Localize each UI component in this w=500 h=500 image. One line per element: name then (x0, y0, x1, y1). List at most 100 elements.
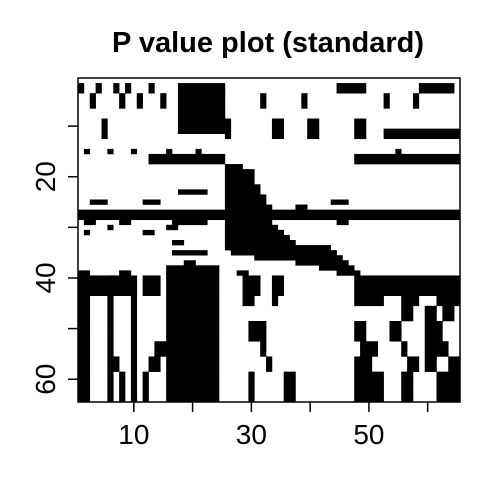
significant-cell-run (224, 229, 284, 236)
significance-cells (78, 83, 461, 403)
significant-cell-run (95, 83, 102, 89)
significant-cell-run (354, 123, 367, 129)
significant-cell-run (130, 280, 138, 286)
significant-cell-run (266, 356, 273, 362)
significant-cell-run (354, 391, 384, 398)
significant-cell-run (354, 376, 384, 383)
significant-cell-run (83, 295, 91, 302)
significant-cell-run (166, 326, 220, 332)
significant-cell-run (78, 361, 85, 367)
significant-cell-run (125, 88, 132, 94)
significant-cell-run (354, 300, 384, 307)
significant-cell-run (354, 290, 461, 296)
significant-cell-run (260, 351, 267, 357)
significant-cell-run (113, 83, 120, 89)
significant-cell-run (142, 371, 149, 377)
significant-cell-run (401, 346, 408, 352)
significant-cell-run (224, 245, 331, 251)
significant-cell-run (224, 184, 261, 190)
significant-cell-run (166, 381, 220, 388)
significant-cell-run (336, 83, 367, 89)
significant-cell-run (166, 275, 220, 281)
significant-cell-run (166, 341, 220, 347)
significant-cell-run (254, 255, 343, 261)
significant-cell-run (166, 305, 220, 312)
significant-cell-run (78, 280, 85, 286)
significant-cell-run (354, 356, 373, 362)
significant-cell-run (119, 98, 126, 104)
significant-cell-run (107, 361, 114, 367)
significant-cell-run (166, 310, 220, 317)
significant-cell-run (78, 341, 85, 347)
significant-cell-run (336, 270, 361, 276)
significant-cell-run (166, 391, 220, 398)
significant-cell-run (83, 219, 96, 226)
significant-cell-run (424, 336, 443, 342)
significant-cell-run (83, 386, 91, 393)
significant-cell-run (142, 396, 149, 403)
significant-cell-run (177, 98, 226, 104)
significant-cell-run (166, 224, 179, 231)
significant-cell-run (119, 396, 126, 403)
significant-cell-run (113, 361, 120, 367)
significant-cell-run (360, 341, 379, 347)
significant-cell-run (271, 295, 279, 302)
significant-cell-run (113, 88, 120, 94)
significant-cell-run (78, 366, 85, 372)
significant-cell-run (436, 300, 461, 307)
significant-cell-run (354, 128, 367, 134)
significant-cell-run (401, 391, 414, 398)
significant-cell-run (148, 366, 161, 372)
significant-cell-run (83, 376, 91, 383)
significant-cell-run (142, 285, 161, 291)
significant-cell-run (260, 93, 267, 99)
significant-cell-run (360, 351, 379, 357)
significant-cell-run (130, 356, 138, 362)
significant-cell-run (177, 93, 226, 99)
significant-cell-run (224, 199, 267, 205)
significant-cell-run (107, 321, 114, 327)
significant-cell-run (412, 103, 420, 109)
significant-cell-run (136, 103, 143, 109)
significant-cell-run (107, 315, 114, 322)
significant-cell-run (78, 326, 85, 332)
significant-cell-run (248, 371, 255, 377)
significant-cell-run (248, 386, 255, 393)
significant-cell-run (177, 103, 226, 109)
significant-cell-run (248, 391, 255, 398)
significant-cell-run (354, 396, 384, 403)
significant-cell-run (383, 103, 390, 109)
significant-cell-run (78, 396, 85, 403)
significant-cell-run (119, 371, 126, 377)
significant-cell-run (130, 346, 138, 352)
significant-cell-run (83, 321, 91, 327)
significant-cell-run (78, 321, 85, 327)
significant-cell-run (436, 386, 461, 393)
significant-cell-run (160, 98, 167, 104)
significant-cell-run (271, 128, 284, 134)
significant-cell-run (83, 229, 91, 236)
significant-cell-run (283, 386, 296, 393)
significant-cell-run (78, 331, 85, 337)
significant-cell-run (107, 346, 114, 352)
significant-cell-run (401, 396, 414, 403)
significant-cell-run (354, 295, 384, 302)
significant-cell-run (136, 93, 143, 99)
significant-cell-run (266, 366, 273, 372)
significant-cell-run (307, 118, 320, 124)
significant-cell-run (448, 366, 461, 372)
significant-cell-run (130, 386, 138, 393)
significant-cell-run (424, 331, 443, 337)
significant-cell-run (224, 169, 255, 175)
significant-cell-run (177, 83, 226, 89)
significant-cell-run (424, 310, 437, 317)
significant-cell-run (130, 315, 138, 322)
significant-cell-run (166, 366, 220, 372)
significant-cell-run (401, 341, 408, 347)
significant-cell-run (224, 118, 232, 124)
significant-cell-run (78, 214, 461, 221)
significant-cell-run (407, 366, 420, 372)
significant-cell-run (271, 275, 284, 281)
significant-cell-run (130, 331, 138, 337)
